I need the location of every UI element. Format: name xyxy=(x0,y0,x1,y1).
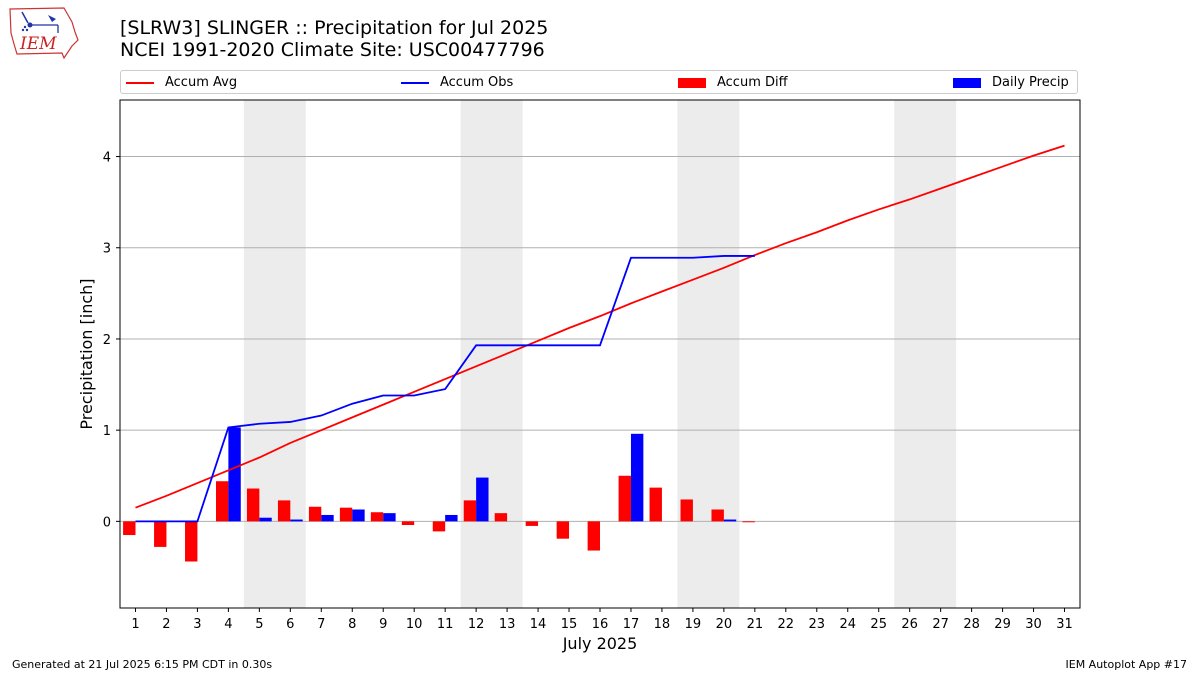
x-tick-label-2: 2 xyxy=(162,617,170,632)
legend-accum-diff: Accum Diff xyxy=(678,74,788,91)
legend-accum-avg-label: Accum Avg xyxy=(165,75,238,90)
x-tick-label-23: 23 xyxy=(809,617,826,632)
footer-generated: Generated at 21 Jul 2025 6:15 PM CDT in … xyxy=(12,658,273,671)
accum-diff-bar-13 xyxy=(494,513,508,522)
x-tick-label-16: 16 xyxy=(592,617,609,632)
iem-logo: IEM xyxy=(8,6,80,60)
x-tick-label-22: 22 xyxy=(778,617,795,632)
y-tick-label-0: 0 xyxy=(103,515,111,530)
accum-diff-bar-11 xyxy=(432,521,446,532)
accum-diff-bar-4 xyxy=(216,481,229,522)
daily-precip-bar-4 xyxy=(228,427,241,522)
accum-diff-bar-20 xyxy=(711,509,724,522)
x-tick-label-3: 3 xyxy=(193,617,201,632)
daily-precip-bar-6 xyxy=(290,519,303,522)
legend-daily-precip-swatch xyxy=(953,77,981,88)
accum-diff-bar-14 xyxy=(525,521,539,526)
x-tick-label-14: 14 xyxy=(530,617,547,632)
accum-avg-line xyxy=(135,144,1065,509)
accum-diff-bar-9 xyxy=(370,512,384,522)
x-tick-label-9: 9 xyxy=(379,617,387,632)
accum-diff-bar-5 xyxy=(246,488,260,522)
iem-logo-graphic xyxy=(9,7,79,60)
daily-precip-bar-8 xyxy=(352,509,365,522)
x-tick-label-30: 30 xyxy=(1025,617,1042,632)
x-tick-label-29: 29 xyxy=(994,617,1011,632)
daily-precip-bar-11 xyxy=(445,514,458,522)
accum-diff-bar-21 xyxy=(742,521,755,523)
x-tick-label-19: 19 xyxy=(685,617,702,632)
accum-diff-bar-2 xyxy=(154,521,167,547)
accum-diff-bar-1 xyxy=(123,521,136,536)
iem-logo-text: IEM xyxy=(20,34,57,54)
chart-legend: Accum Avg Accum Obs Accum Diff Daily Pre… xyxy=(120,70,1078,94)
accum-diff-bar-10 xyxy=(401,521,415,526)
weekend-band-1 xyxy=(243,100,306,608)
accum-diff-bar-19 xyxy=(680,499,693,522)
x-tick-label-4: 4 xyxy=(224,617,232,632)
accum-diff-bar-3 xyxy=(185,521,198,562)
legend-accum-obs: Accum Obs xyxy=(401,74,513,91)
accum-diff-bar-8 xyxy=(339,507,353,522)
daily-precip-bar-7 xyxy=(321,514,334,522)
accum-diff-bar-7 xyxy=(308,506,322,522)
title-line-2: NCEI 1991-2020 Climate Site: USC00477796 xyxy=(120,39,545,61)
daily-precip-bar-20 xyxy=(723,519,737,522)
legend-daily-precip: Daily Precip xyxy=(953,74,1069,91)
accum-diff-bar-18 xyxy=(649,487,662,522)
weekend-band-3 xyxy=(677,100,740,608)
accum-diff-bar-16 xyxy=(587,521,600,551)
legend-accum-diff-swatch xyxy=(678,77,706,88)
legend-daily-precip-label: Daily Precip xyxy=(992,75,1069,90)
x-tick-label-27: 27 xyxy=(932,617,949,632)
accum-diff-bar-6 xyxy=(277,500,291,522)
legend-accum-diff-label: Accum Diff xyxy=(717,75,788,90)
y-tick-label-2: 2 xyxy=(103,333,111,348)
x-tick-label-13: 13 xyxy=(499,617,516,632)
legend-accum-avg-swatch xyxy=(126,81,154,84)
title-line-1: [SLRW3] SLINGER :: Precipitation for Jul… xyxy=(120,17,549,39)
legend-accum-obs-swatch xyxy=(401,81,429,84)
legend-accum-obs-label: Accum Obs xyxy=(440,75,514,90)
x-tick-label-25: 25 xyxy=(870,617,887,632)
x-tick-label-12: 12 xyxy=(468,617,485,632)
x-tick-label-28: 28 xyxy=(963,617,980,632)
x-tick-label-7: 7 xyxy=(317,617,325,632)
y-tick-label-3: 3 xyxy=(103,242,111,257)
x-tick-label-20: 20 xyxy=(716,617,733,632)
y-tick-label-4: 4 xyxy=(103,151,111,166)
x-tick-label-8: 8 xyxy=(348,617,356,632)
daily-precip-bar-9 xyxy=(383,513,396,522)
y-tick-label-1: 1 xyxy=(103,424,111,439)
x-tick-label-24: 24 xyxy=(839,617,856,632)
weekend-band-4 xyxy=(894,100,957,608)
daily-precip-bar-12 xyxy=(476,477,489,522)
x-tick-label-6: 6 xyxy=(286,617,294,632)
daily-precip-bar-5 xyxy=(259,517,272,522)
x-tick-label-5: 5 xyxy=(255,617,263,632)
x-tick-label-17: 17 xyxy=(623,617,640,632)
chart-title: [SLRW3] SLINGER :: Precipitation for Jul… xyxy=(120,17,548,61)
accum-diff-bar-15 xyxy=(556,521,570,539)
x-tick-label-10: 10 xyxy=(406,617,423,632)
accum-diff-bar-12 xyxy=(463,500,477,522)
accum-obs-line xyxy=(135,255,755,523)
x-tick-label-31: 31 xyxy=(1056,617,1073,632)
x-tick-label-1: 1 xyxy=(131,617,139,632)
y-axis-label: Precipitation [inch] xyxy=(77,278,96,429)
x-axis-label: July 2025 xyxy=(562,634,638,653)
x-tick-label-21: 21 xyxy=(747,617,764,632)
accum-diff-bar-17 xyxy=(618,475,631,522)
footer-app: IEM Autoplot App #17 xyxy=(1065,658,1188,671)
x-tick-label-18: 18 xyxy=(654,617,671,632)
x-tick-label-11: 11 xyxy=(437,617,454,632)
legend-accum-avg: Accum Avg xyxy=(126,74,237,91)
x-tick-label-15: 15 xyxy=(561,617,578,632)
daily-precip-bar-17 xyxy=(630,433,644,522)
x-tick-label-26: 26 xyxy=(901,617,918,632)
